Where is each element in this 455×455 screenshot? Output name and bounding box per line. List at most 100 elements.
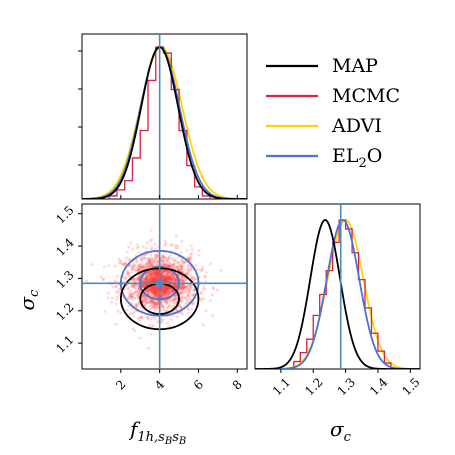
mcmc-sample-point [183,278,187,282]
mcmc-sample-point [182,260,186,264]
mcmc-sample-point [152,294,157,298]
mcmc-sample-point [180,295,184,299]
mcmc-sample-point [150,259,154,263]
mcmc-sample-point [150,292,154,296]
mcmc-sample-point [153,273,157,277]
mcmc-sample-point [186,308,190,312]
el2o-f-curve [82,46,247,199]
mcmc-sample-point [173,279,177,283]
mcmc-sample-point [172,284,176,288]
mcmc-sample-point [188,256,192,260]
mcmc-sample-point [164,273,168,277]
mcmc-sample-point [148,276,152,280]
mcmc-sample-point [147,304,151,308]
mcmc-sample-point [133,269,137,273]
mcmc-sample-point [204,275,207,279]
mcmc-sample-point [155,300,159,304]
mcmc-sample-point [188,273,192,277]
mcmc-sample-point [160,258,164,262]
mcmc-sample-point [182,261,186,265]
mcmc-sample-point [147,260,151,264]
mcmc-sample-point [173,279,177,282]
mcmc-sample-point [152,270,156,274]
mcmc-sample-point [140,279,144,284]
mcmc-sample-point [164,309,168,313]
mcmc-sample-point [134,290,138,294]
mcmc-sample-point [160,269,164,273]
mcmc-sample-point [155,272,159,276]
mcmc-sample-point [190,293,194,297]
mcmc-sample-point [145,315,149,319]
mcmc-sample-point [173,244,177,248]
mcmc-sample-point [173,303,177,307]
mcmc-sample-point [171,278,175,282]
joint-y-tick-label: 1.3 [53,268,76,291]
mcmc-sample-point [164,277,168,281]
mcmc-sample-point [114,284,118,288]
marginal-sigma-x-axis-label: σc [330,417,352,445]
mcmc-sample-point [179,275,183,279]
mcmc-sample-point [144,299,148,303]
joint-panel [81,203,248,370]
mcmc-sample-point [184,278,188,282]
mcmc-sample-point [168,278,173,283]
mcmc-sample-point [202,284,206,288]
mcmc-sample-point [193,288,197,292]
mcmc-sample-point [149,300,153,304]
mcmc-sample-point [148,287,153,291]
mcmc-sample-point [150,258,154,262]
mcmc-sample-point [181,278,185,282]
mcmc-sample-point [160,273,164,277]
mcmc-sample-point [170,279,174,283]
mcmc-sample-point [139,262,143,266]
mcmc-sample-point [130,312,134,316]
mcmc-sample-point [143,299,147,303]
mcmc-sample-point [154,292,158,296]
mcmc-sample-point [180,278,183,282]
mcmc-sample-point [145,274,149,278]
mcmc-sample-point [162,276,166,280]
mcmc-sample-point [140,266,144,270]
mcmc-sample-point [119,261,123,265]
mcmc-sample-point [151,279,155,283]
mcmc-sample-point [152,270,156,274]
legend-label: MCMC [332,85,400,107]
mcmc-sample-point [171,259,175,263]
mcmc-sample-point [155,291,159,295]
mcmc-sample-point [150,286,155,290]
mcmc-sample-point [154,276,158,280]
mcmc-sample-point [165,301,169,305]
mcmc-sample-point [155,289,159,293]
mcmc-sample-point [188,287,192,291]
mcmc-sample-point [148,264,152,268]
mcmc-sample-point [183,284,187,288]
mcmc-sample-point [164,288,168,292]
mcmc-sample-point [151,286,155,290]
mcmc-sample-point [146,296,150,300]
mcmc-sample-point [174,278,178,282]
mcmc-sample-point [145,278,149,281]
mcmc-sample-point [171,276,175,280]
mcmc-sample-point [167,287,171,291]
mcmc-sample-point [171,276,175,280]
mcmc-sample-point [180,258,184,262]
mcmc-sample-point [184,301,188,305]
mcmc-sample-point [152,291,156,295]
mcmc-sample-point [123,262,127,266]
mcmc-sample-point [144,278,149,282]
mcmc-sample-point [163,287,167,291]
mcmc-sample-point [156,268,160,272]
mcmc-sample-point [114,322,118,326]
mcmc-sample-point [124,277,128,281]
mcmc-sample-point [172,299,176,303]
mcmc-sample-point [161,271,165,275]
mcmc-sample-point [114,302,118,306]
mcmc-sample-point [146,275,149,279]
mcmc-sample-point [153,306,157,310]
mcmc-sample-point [172,276,176,280]
mcmc-sample-point [136,268,140,272]
mcmc-sample-point [142,278,146,282]
mcmc-sample-point [171,272,175,277]
mcmc-sample-point [162,290,166,294]
mcmc-sample-point [155,306,159,310]
